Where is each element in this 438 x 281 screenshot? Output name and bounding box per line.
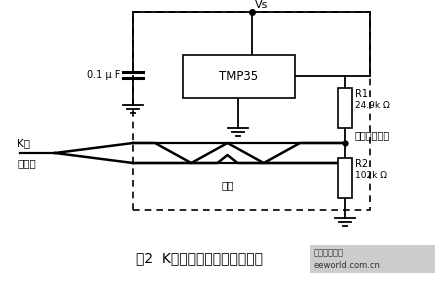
Text: 24.9k Ω: 24.9k Ω	[355, 101, 390, 110]
Bar	[338, 88, 352, 128]
Bar	[338, 158, 352, 198]
Text: 补偿后的电势: 补偿后的电势	[355, 130, 390, 140]
Text: 热电偶: 热电偶	[17, 158, 36, 168]
Text: R1: R1	[355, 89, 368, 99]
Text: K型: K型	[17, 138, 30, 148]
Text: eeworld.com.cn: eeworld.com.cn	[314, 260, 381, 269]
Bar	[183, 55, 295, 98]
Text: Vs: Vs	[255, 0, 268, 10]
Bar	[133, 12, 370, 210]
Text: TMP35: TMP35	[219, 70, 258, 83]
Text: 冷端: 冷端	[221, 180, 234, 190]
Text: R2: R2	[355, 159, 368, 169]
Bar	[310, 245, 435, 273]
Text: 102k Ω: 102k Ω	[355, 171, 387, 180]
Text: 电子工程世界: 电子工程世界	[314, 248, 344, 257]
Text: 0.1 μ F: 0.1 μ F	[87, 70, 120, 80]
Text: 图2  K型热电偶温度补偿原理图: 图2 K型热电偶温度补偿原理图	[137, 251, 264, 265]
